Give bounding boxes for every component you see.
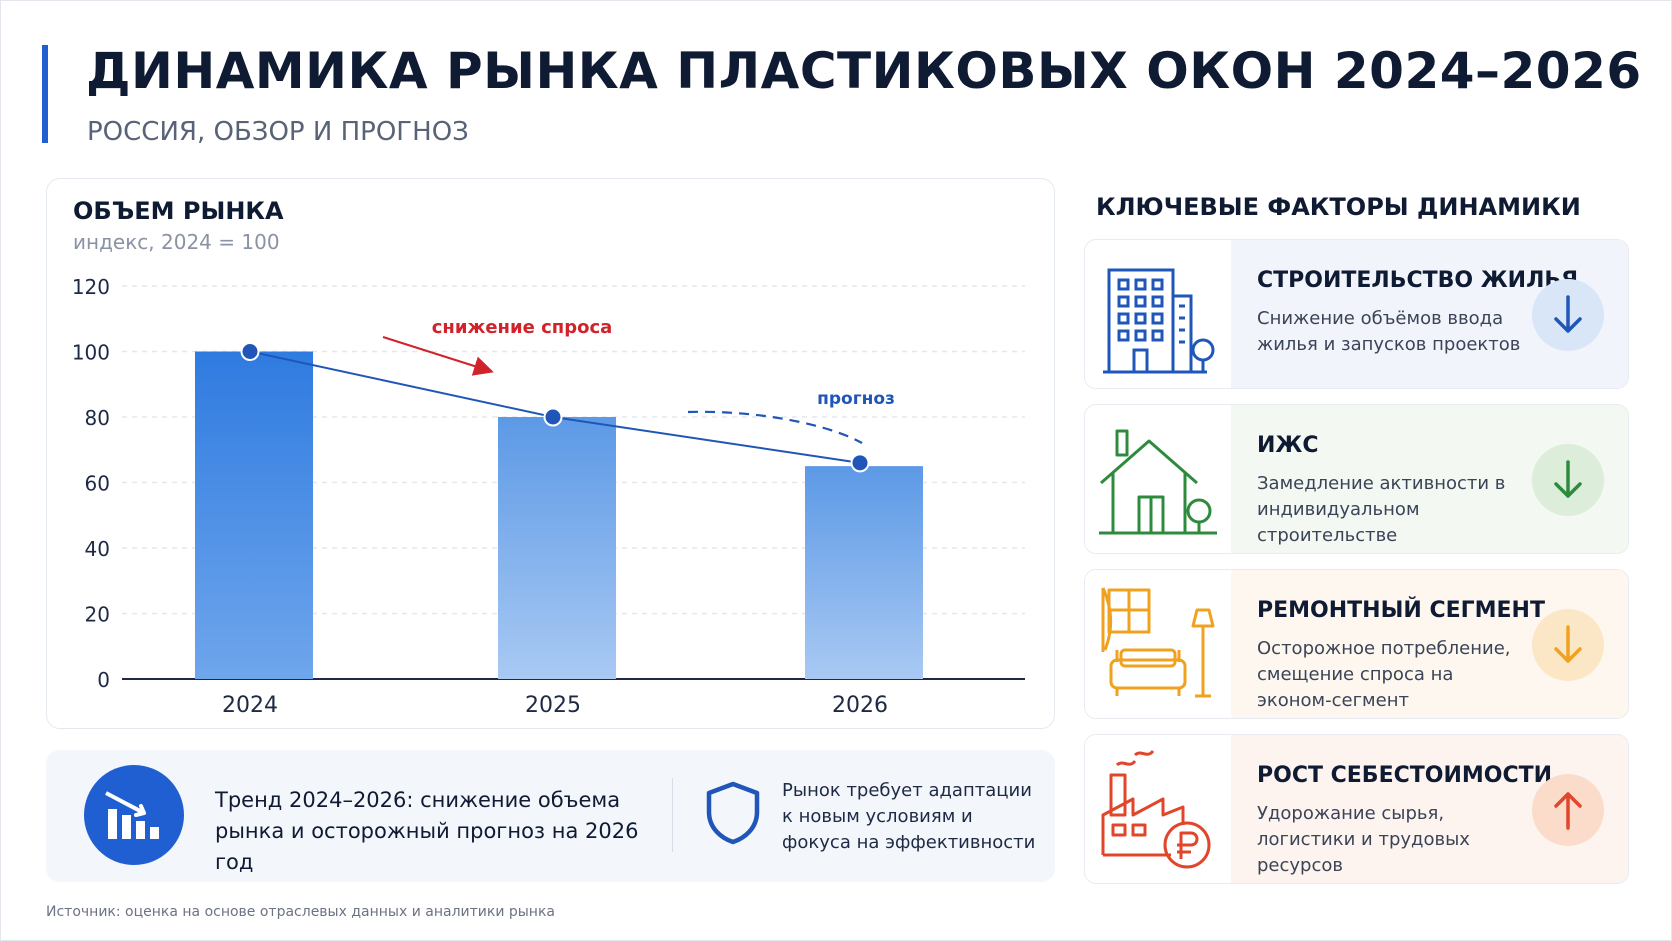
adaptation-text: Рынок требует адаптации к новым условиям… [782, 780, 1036, 853]
declining-bars-icon [105, 791, 159, 839]
factor-card-izhs: ИЖС Замедление активности в индивидуальн… [1084, 404, 1629, 554]
arrow-down-icon [1532, 279, 1604, 351]
factor-title: СТРОИТЕЛЬСТВО ЖИЛЬЯ [1257, 268, 1579, 293]
x-tick-label: 2025 [525, 693, 581, 718]
trend-point-2026 [850, 453, 870, 473]
decline-arrow [382, 336, 494, 376]
trend-badge [84, 765, 184, 865]
y-tick-label: 100 [72, 341, 110, 365]
factor-title: РОСТ СЕБЕСТОИМОСТИ [1257, 763, 1553, 788]
factor-title: ИЖС [1257, 433, 1319, 458]
y-tick-label: 120 [72, 275, 110, 299]
y-tick-label: 80 [85, 406, 110, 430]
shield-icon [706, 781, 760, 845]
summary-divider [672, 778, 673, 852]
trend-point-2024 [240, 342, 260, 361]
page-subtitle: РОССИЯ, ОБЗОР И ПРОГНОЗ [87, 117, 469, 147]
factory-ruble-icon [1101, 749, 1211, 869]
forecast-annotation: прогноз [817, 389, 895, 409]
page-title: ДИНАМИКА РЫНКА ПЛАСТИКОВЫХ ОКОН 2024–202… [86, 42, 1642, 100]
y-tick-label: 0 [97, 668, 110, 692]
bar-2026 [805, 466, 923, 679]
summary-card [46, 750, 1055, 882]
apartment-building-icon [1103, 268, 1215, 374]
arrow-down-icon [1532, 444, 1604, 516]
factor-card-renovation: РЕМОНТНЫЙ СЕГМЕНТ Осторожное потребление… [1084, 569, 1629, 719]
x-tick-label: 2024 [222, 693, 278, 718]
arrow-down-icon [1532, 609, 1604, 681]
forecast-dashed-line [687, 410, 863, 444]
trend-point-2025 [543, 407, 563, 427]
chart-subtitle: индекс, 2024 = 100 [73, 230, 280, 254]
arrow-up-icon [1532, 774, 1604, 846]
trend-summary-text: Тренд 2024–2026: снижение объема рынка и… [215, 788, 639, 874]
chart-title: ОБЪЕМ РЫНКА [73, 197, 284, 225]
factor-card-costs: РОСТ СЕБЕСТОИМОСТИ Удорожание сырья, лог… [1084, 734, 1629, 884]
factor-description: Замедление активности в индивидуальном с… [1257, 473, 1506, 546]
factor-title: РЕМОНТНЫЙ СЕГМЕНТ [1257, 598, 1545, 623]
decline-annotation: снижение спроса [432, 317, 613, 338]
y-tick-label: 60 [85, 472, 110, 496]
factors-title: КЛЮЧЕВЫЕ ФАКТОРЫ ДИНАМИКИ [1096, 193, 1581, 221]
title-accent-bar [42, 45, 48, 143]
bar-2024 [195, 351, 313, 679]
y-tick-label: 20 [85, 603, 110, 627]
y-tick-label: 40 [85, 537, 110, 561]
x-tick-label: 2026 [832, 693, 888, 718]
factor-description: Снижение объёмов ввода жилья и запусков … [1257, 308, 1521, 355]
bar-2025 [498, 417, 616, 679]
source-note: Источник: оценка на основе отраслевых да… [46, 904, 555, 920]
factor-description: Удорожание сырья, логистики и трудовых р… [1257, 803, 1470, 876]
interior-sofa-icon [1101, 587, 1215, 698]
house-icon [1099, 429, 1217, 535]
factor-description: Осторожное потребление, смещение спроса … [1257, 638, 1511, 711]
factor-card-housing: СТРОИТЕЛЬСТВО ЖИЛЬЯ Снижение объёмов вво… [1084, 239, 1629, 389]
